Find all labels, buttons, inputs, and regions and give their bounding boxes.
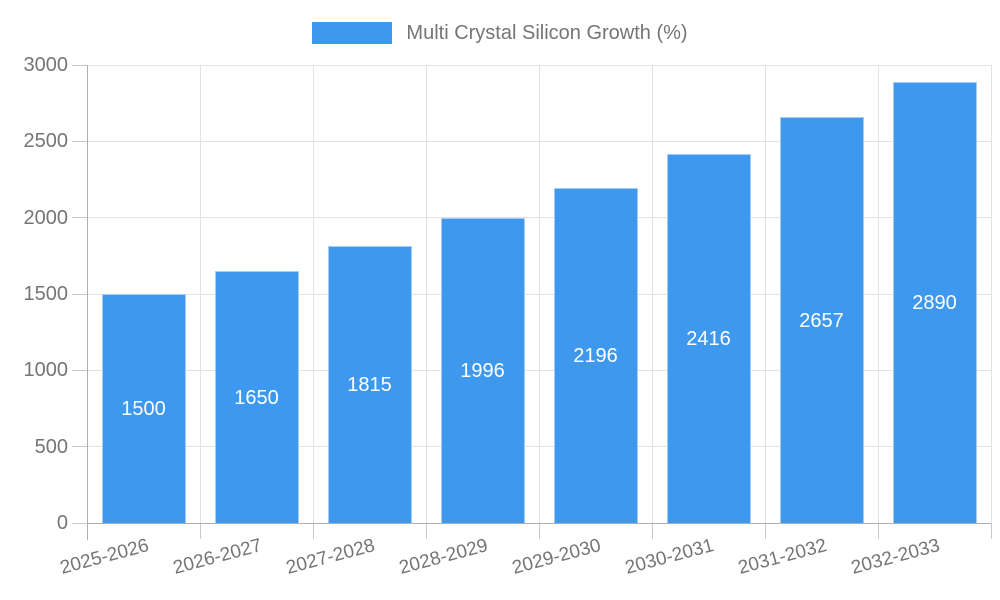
- bar-value-label: 2196: [573, 344, 618, 367]
- bar[interactable]: 1650: [214, 271, 299, 523]
- y-axis-line: [86, 65, 88, 540]
- bar-value-label: 2890: [912, 291, 957, 314]
- legend-swatch: [312, 22, 393, 44]
- legend[interactable]: Multi Crystal Silicon Growth (%): [0, 21, 1000, 45]
- x-axis-tick: [425, 523, 427, 539]
- x-axis-tick: [538, 523, 540, 539]
- legend-label: Multi Crystal Silicon Growth (%): [406, 21, 688, 44]
- v-gridline: [990, 65, 992, 523]
- y-tick-label: 1000: [23, 359, 69, 382]
- bar-value-label: 2657: [799, 309, 844, 332]
- y-axis-tick: [72, 64, 87, 66]
- y-axis-tick: [72, 140, 87, 142]
- bar[interactable]: 1996: [440, 218, 525, 523]
- x-axis-line: [87, 522, 991, 524]
- v-gridline: [651, 65, 653, 523]
- y-tick-label: 500: [34, 435, 68, 458]
- v-gridline: [764, 65, 766, 523]
- bar-value-label: 1650: [234, 386, 279, 409]
- bar-value-label: 2416: [686, 328, 731, 351]
- y-tick-label: 0: [56, 512, 68, 534]
- y-axis-tick: [72, 522, 87, 524]
- y-axis-tick: [72, 217, 87, 219]
- x-axis-tick: [764, 523, 766, 539]
- bar-value-label: 1996: [460, 360, 505, 383]
- y-axis-tick: [72, 369, 87, 371]
- bar[interactable]: 2657: [779, 117, 864, 523]
- bar-value-label: 1815: [347, 373, 392, 396]
- x-axis-tick: [990, 523, 992, 539]
- bar[interactable]: 2416: [666, 154, 751, 523]
- v-gridline: [538, 65, 540, 523]
- v-gridline: [877, 65, 879, 523]
- x-axis-tick: [877, 523, 879, 539]
- bar[interactable]: 2890: [892, 81, 977, 523]
- y-tick-label: 3000: [23, 54, 69, 76]
- x-axis-tick: [312, 523, 314, 539]
- v-gridline: [425, 65, 427, 523]
- y-tick-label: 2500: [23, 130, 69, 153]
- bar[interactable]: 1500: [101, 294, 186, 523]
- v-gridline: [199, 65, 201, 523]
- x-axis-tick: [199, 523, 201, 539]
- y-tick-label: 1500: [23, 283, 69, 305]
- bar[interactable]: 2196: [553, 187, 638, 523]
- y-tick-label: 2000: [23, 206, 69, 229]
- x-axis-tick: [651, 523, 653, 539]
- y-axis-tick: [72, 293, 87, 295]
- bar[interactable]: 1815: [327, 245, 412, 523]
- v-gridline: [312, 65, 314, 523]
- bar-value-label: 1500: [121, 398, 166, 420]
- y-axis-tick: [72, 446, 87, 448]
